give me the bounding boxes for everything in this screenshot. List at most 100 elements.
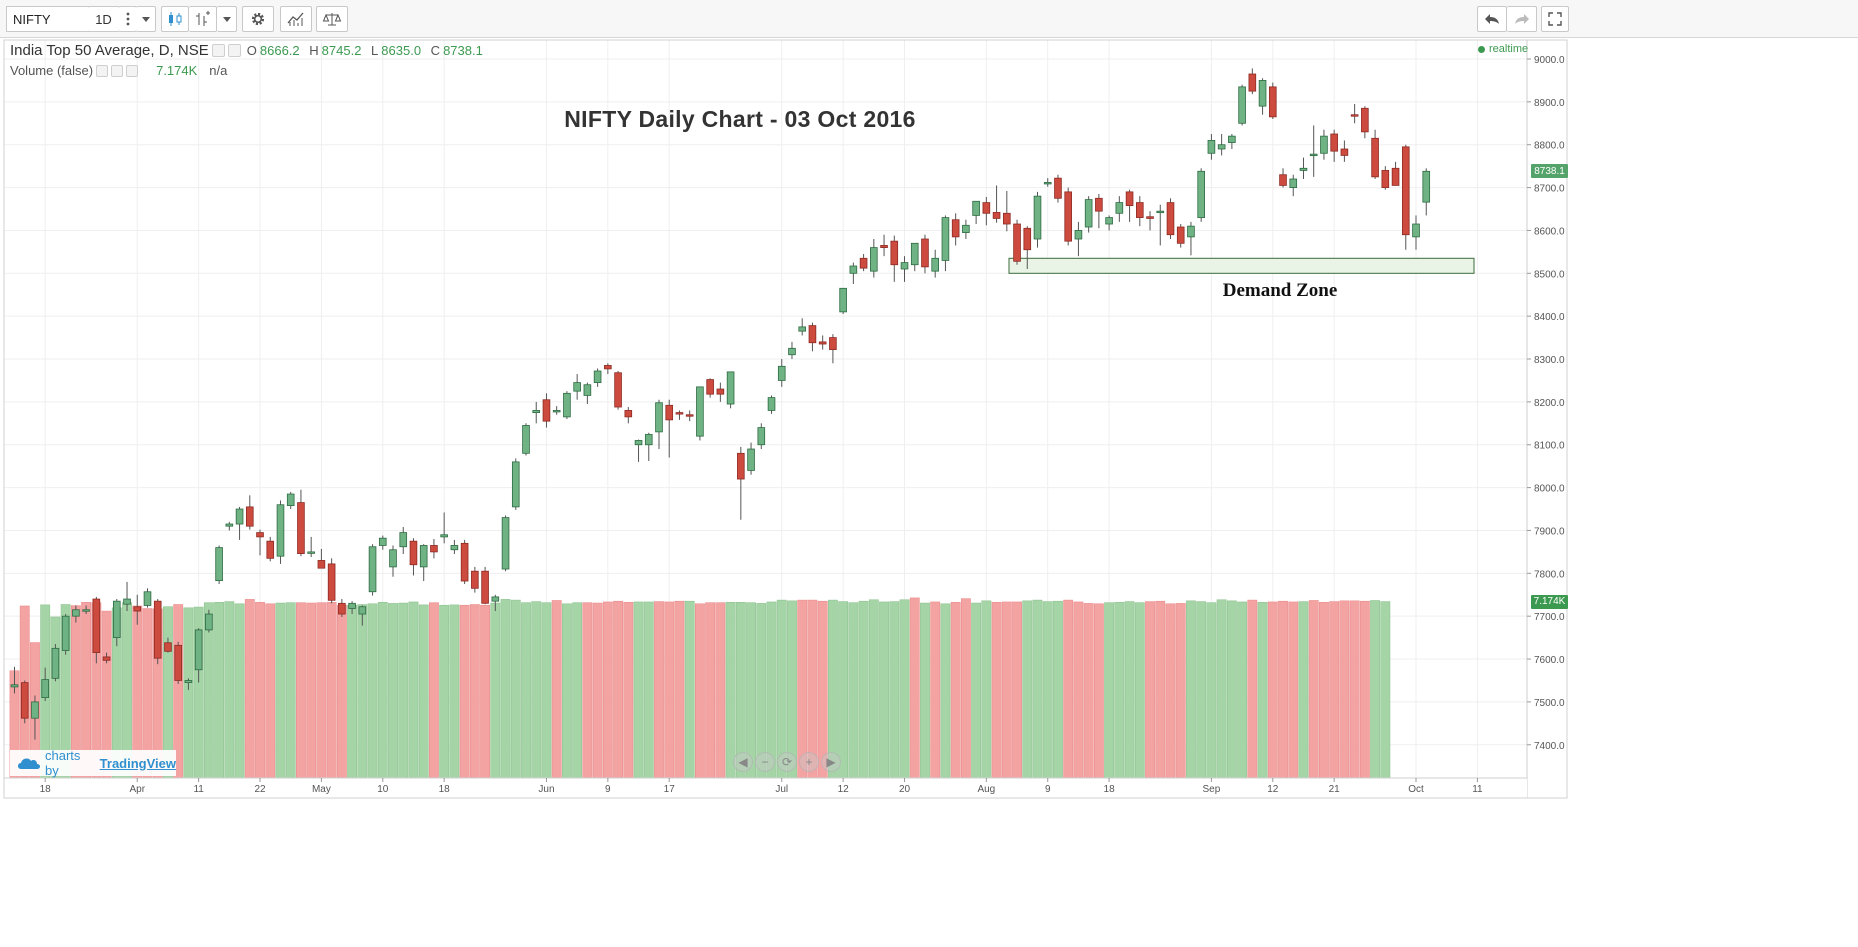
- candle-down: [1401, 146, 1410, 236]
- candles-chart-type-button[interactable]: [161, 6, 189, 32]
- interval-button[interactable]: 1D: [88, 6, 120, 32]
- time-tick-label: Apr: [129, 784, 145, 795]
- redo-button[interactable]: [1507, 6, 1537, 32]
- candle-down: [624, 410, 633, 418]
- candle-up: [644, 434, 653, 446]
- volume-bar: [1083, 603, 1094, 779]
- candle-down: [1023, 227, 1032, 251]
- candle-up: [839, 287, 847, 313]
- candle-down: [409, 540, 418, 566]
- indicators-button[interactable]: [280, 6, 312, 32]
- candle-up: [235, 508, 244, 525]
- candle-up: [194, 629, 203, 671]
- low-label: L: [371, 43, 379, 58]
- time-tick-label: 18: [1104, 784, 1116, 795]
- settings-icon[interactable]: [227, 44, 241, 57]
- fullscreen-button[interactable]: [1541, 6, 1569, 32]
- more-vertical-icon[interactable]: [119, 6, 137, 32]
- candle-down: [1279, 174, 1287, 186]
- volume-bar: [1104, 602, 1115, 779]
- eye-icon[interactable]: [211, 44, 225, 57]
- candle-down: [890, 240, 899, 266]
- interval-label: 1D: [95, 11, 112, 27]
- candle-up: [1412, 223, 1420, 238]
- candle-down: [102, 656, 111, 661]
- candle-up: [1289, 178, 1298, 188]
- volume-bar: [296, 602, 306, 779]
- undo-button[interactable]: [1477, 6, 1507, 32]
- candle-up: [1422, 170, 1431, 203]
- volume-bar: [1145, 601, 1155, 779]
- candle-up: [1043, 182, 1052, 185]
- watermark-brand-link[interactable]: TradingView: [99, 755, 176, 771]
- candle-up: [491, 596, 500, 602]
- volume-bar: [1175, 603, 1186, 779]
- ohlc-values: O 8666.2 H 8745.2 L 8635.0 C 8738.1: [247, 43, 489, 58]
- volume-bar: [582, 602, 593, 779]
- zoom-out-button[interactable]: −: [755, 752, 775, 772]
- candle-up: [511, 461, 520, 508]
- eye-icon[interactable]: [96, 64, 109, 77]
- symbol-search-input[interactable]: [6, 6, 104, 32]
- time-scale: [4, 778, 1527, 798]
- volume-bar: [1124, 601, 1135, 779]
- candle-down: [1095, 197, 1103, 212]
- volume-bar: [909, 597, 920, 779]
- settings-button[interactable]: [242, 6, 274, 32]
- time-tick-label: 17: [664, 784, 676, 795]
- chart-type-dropdown[interactable]: [217, 6, 237, 32]
- fullscreen-icon: [1548, 12, 1562, 26]
- candle-up: [123, 598, 131, 605]
- price-chart[interactable]: 7400.0 7500.0 7600.0 7700.0 7800.0 7900.0 8000…: [0, 38, 1858, 947]
- last-volume-badge: 7.174K: [1531, 594, 1568, 609]
- volume-bar: [1319, 602, 1329, 779]
- candle-up: [757, 427, 766, 446]
- candle-down: [685, 414, 694, 417]
- volume-bar: [848, 602, 859, 779]
- volume-bar: [265, 603, 276, 779]
- candle-up: [870, 247, 878, 272]
- tradingview-watermark[interactable]: charts by TradingView: [10, 748, 176, 778]
- compare-button[interactable]: [316, 6, 348, 32]
- volume-bar: [1247, 599, 1258, 779]
- candle-down: [737, 452, 745, 480]
- volume-bar: [439, 604, 450, 779]
- candle-up: [419, 545, 428, 568]
- candle-up: [113, 600, 121, 639]
- time-tick-label: Jun: [538, 784, 554, 795]
- reset-chart-button[interactable]: ⟳: [777, 752, 797, 772]
- candle-down: [1371, 137, 1379, 178]
- candle-down: [460, 542, 469, 582]
- volume-title: Volume (false): [10, 63, 94, 78]
- scroll-left-button[interactable]: ◀: [733, 752, 753, 772]
- volume-bar: [889, 601, 900, 779]
- watermark-prefix: charts by: [44, 748, 81, 778]
- candle-down: [430, 545, 438, 553]
- open-label: O: [246, 43, 257, 58]
- close-icon[interactable]: [126, 64, 139, 77]
- volume-bar: [1053, 600, 1063, 779]
- time-tick-label: 21: [1329, 784, 1341, 795]
- price-tick-label: 8500.0: [1534, 269, 1565, 280]
- chevron-down-icon[interactable]: [136, 6, 156, 32]
- chart-border: [3, 39, 1568, 799]
- volume-bar: [1288, 601, 1299, 779]
- candle-up: [593, 370, 602, 383]
- volume-bar: [510, 599, 521, 779]
- scales-icon: [323, 13, 341, 26]
- scroll-right-button[interactable]: ▶: [821, 752, 841, 772]
- volume-bar: [633, 601, 644, 779]
- volume-bar: [234, 603, 245, 779]
- candle-down: [1340, 148, 1349, 156]
- volume-na: n/a: [209, 63, 228, 78]
- volume-bar: [1093, 603, 1104, 779]
- volume-bar: [1298, 601, 1309, 779]
- zoom-in-button[interactable]: +: [799, 752, 819, 772]
- compare-symbols-button[interactable]: [189, 6, 217, 32]
- settings-icon[interactable]: [111, 64, 124, 77]
- volume-bar: [899, 599, 910, 779]
- candle-down: [542, 399, 551, 422]
- demand-zone-label[interactable]: Demand Zone: [1222, 280, 1338, 301]
- candle-up: [962, 224, 970, 233]
- candle-up: [767, 397, 776, 411]
